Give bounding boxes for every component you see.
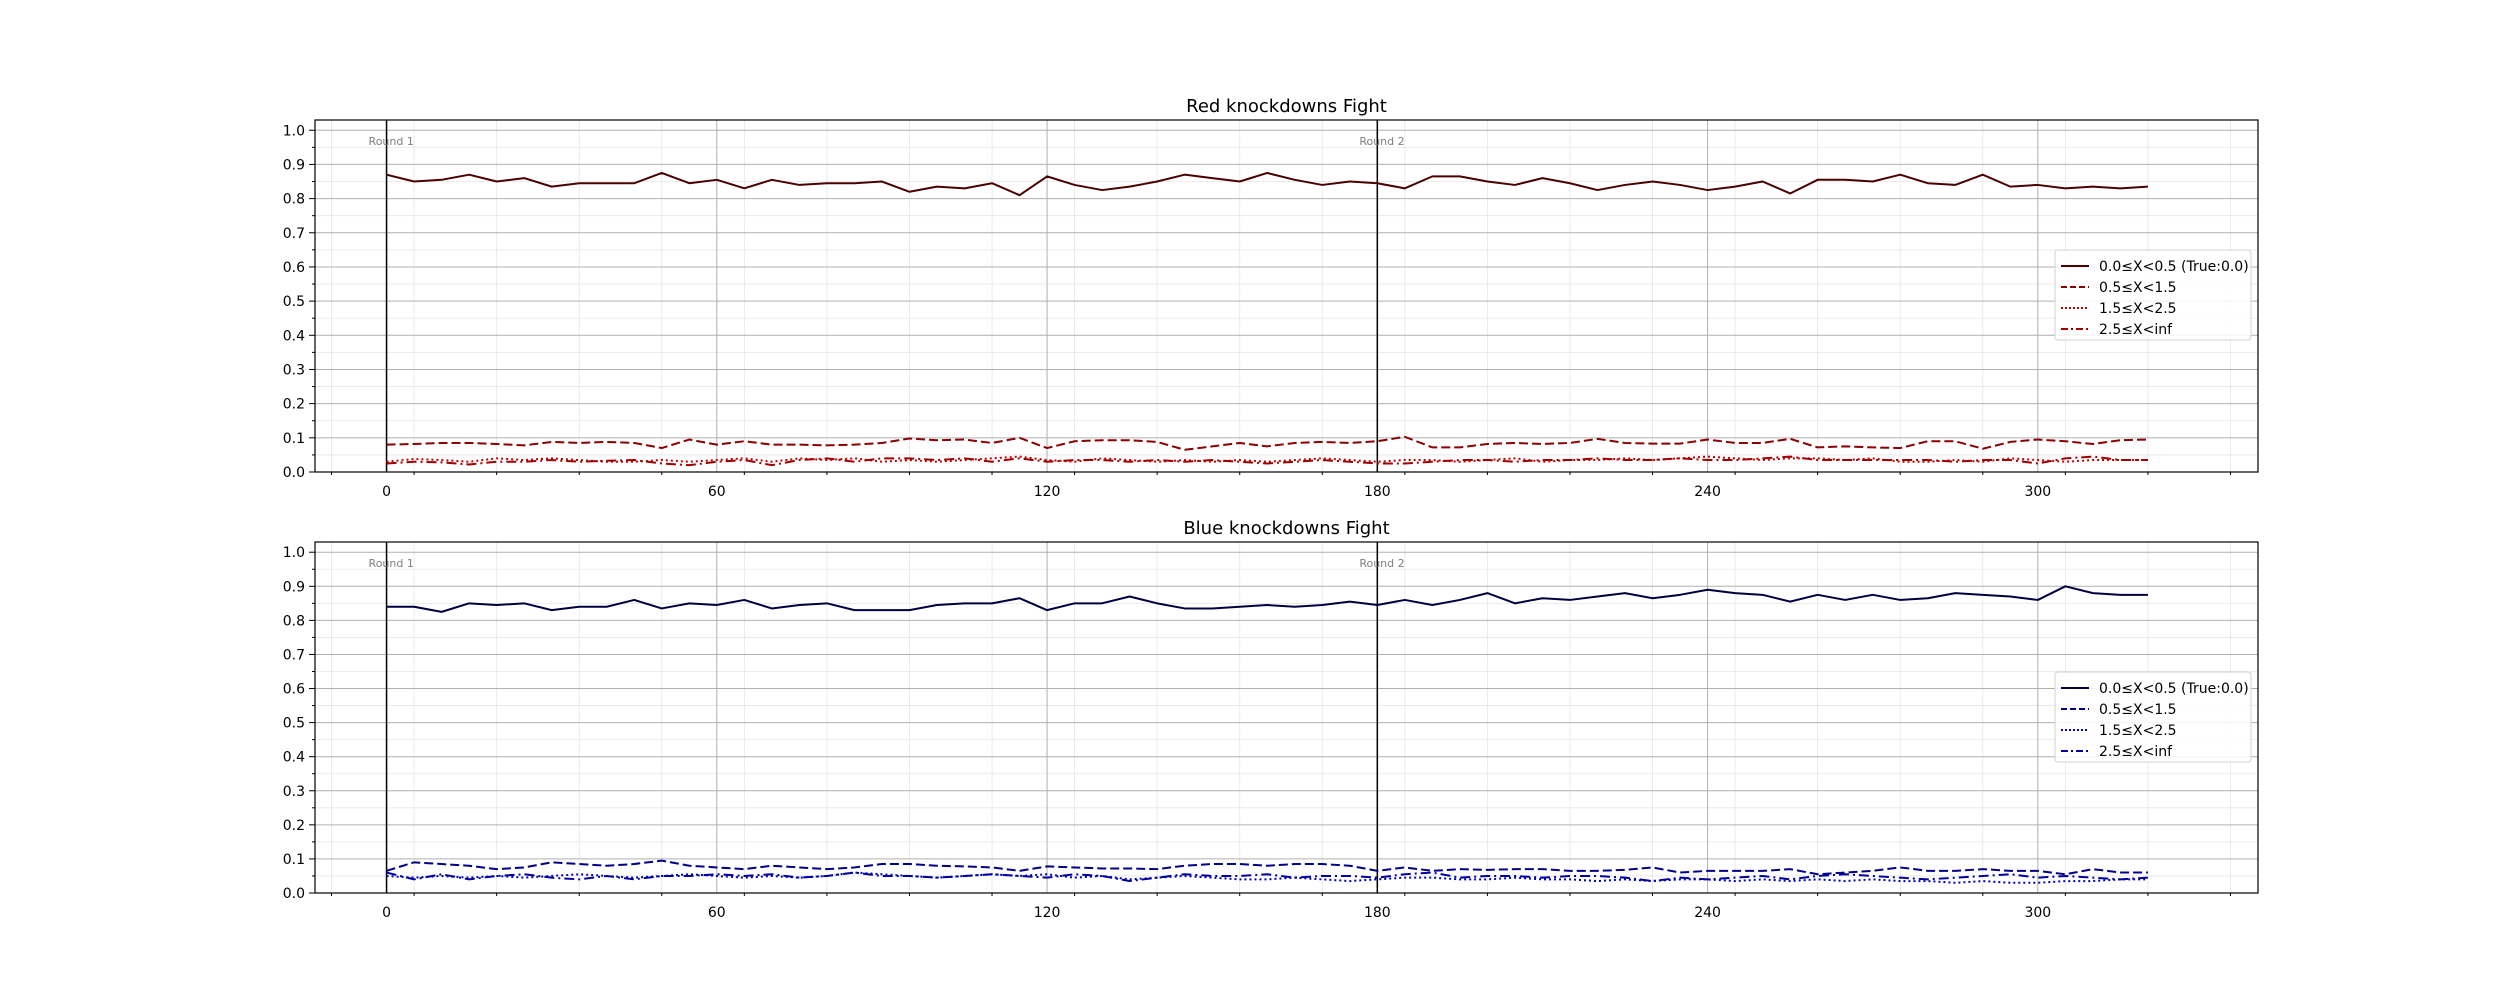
blue-x-tick-label: 60 [708, 905, 726, 921]
blue-x-tick-label: 240 [1694, 905, 1721, 921]
blue-series-line-2 [386, 871, 2148, 884]
red-y-axis: 0.0 0.1 0.2 0.3 0.4 0.5 0.6 0.7 0.8 0.9 1.0 [283, 123, 315, 481]
blue-y-tick-label: 0.3 [283, 784, 305, 800]
blue-x-tick-label: 120 [1034, 905, 1061, 921]
blue-y-tick-label: 1.0 [283, 545, 305, 561]
red-y-tick-label: 0.1 [283, 431, 305, 447]
blue-y-tick-label: 0.5 [283, 716, 305, 732]
red-y-tick-label: 0.9 [283, 157, 305, 173]
red-x-tick-label: 0 [382, 484, 391, 500]
blue-y-tick-label: 0.8 [283, 613, 305, 629]
red-minor-grid [315, 120, 2258, 472]
red-round-label: Round 2 [1359, 135, 1404, 148]
blue-y-tick-label: 0.9 [283, 579, 305, 595]
red-y-tick-label: 0.7 [283, 226, 305, 242]
red-y-tick-label: 0.4 [283, 328, 305, 344]
blue-chart-title: Blue knockdowns Fight [1183, 518, 1389, 539]
red-series-line-3 [386, 455, 2148, 467]
blue-y-axis: 0.0 0.1 0.2 0.3 0.4 0.5 0.6 0.7 0.8 0.9 1.0 [283, 545, 315, 902]
red-legend: 0.0≤X<0.5 (True:0.0) 0.5≤X<1.5 1.5≤X<2.5 2.… [2054, 249, 2252, 341]
blue-series-line-0 [386, 585, 2148, 613]
red-x-tick-label: 120 [1034, 484, 1061, 500]
blue-series-line-3 [386, 871, 2148, 883]
blue-legend-label: 2.5≤X<inf [2099, 744, 2173, 760]
red-x-tick-label: 240 [1694, 484, 1721, 500]
red-legend-label: 0.5≤X<1.5 [2099, 280, 2177, 296]
red-x-tick-label: 300 [2024, 484, 2051, 500]
red-legend-label: 1.5≤X<2.5 [2099, 301, 2177, 317]
red-series-line-2 [386, 455, 2148, 463]
red-y-tick-label: 0.8 [283, 192, 305, 208]
blue-y-tick-label: 0.1 [283, 852, 305, 868]
blue-x-tick-label: 300 [2024, 905, 2051, 921]
red-chart-title: Red knockdowns Fight [1186, 96, 1387, 117]
red-round-label: Round 1 [369, 135, 414, 148]
blue-legend-label: 0.5≤X<1.5 [2099, 702, 2177, 718]
red-x-tick-label: 60 [708, 484, 726, 500]
red-legend-label: 2.5≤X<inf [2099, 322, 2173, 338]
red-y-tick-label: 0.0 [283, 465, 305, 481]
blue-y-tick-label: 0.7 [283, 647, 305, 663]
blue-series-group [386, 585, 2148, 884]
blue-legend-box [2054, 671, 2252, 763]
blue-minor-grid [315, 542, 2258, 893]
blue-legend-label: 1.5≤X<2.5 [2099, 723, 2177, 739]
red-y-tick-label: 0.6 [283, 260, 305, 276]
red-series-line-1 [386, 435, 2148, 451]
blue-round-label: Round 2 [1359, 557, 1404, 570]
blue-y-tick-label: 0.2 [283, 818, 305, 834]
blue-legend: 0.0≤X<0.5 (True:0.0) 0.5≤X<1.5 1.5≤X<2.5 2.… [2054, 671, 2252, 763]
red-legend-box [2054, 249, 2252, 341]
blue-plot-frame [314, 541, 2259, 894]
red-plot-frame [314, 119, 2259, 473]
blue-y-tick-label: 0.0 [283, 886, 305, 902]
blue-x-tick-label: 0 [382, 905, 391, 921]
blue-round-label: Round 1 [369, 557, 414, 570]
blue-series-line-1 [386, 859, 2148, 876]
red-y-tick-label: 0.3 [283, 362, 305, 378]
blue-legend-label: 0.0≤X<0.5 (True:0.0) [2099, 681, 2249, 697]
red-x-axis: 0 60 120 180 240 300 [331, 472, 2231, 500]
red-y-tick-label: 0.2 [283, 397, 305, 413]
red-knockdowns-chart: Round 1 Round 20 60 120 180 240 3000.00.10.20.… [283, 96, 2259, 500]
red-legend-label: 0.0≤X<0.5 (True:0.0) [2099, 259, 2249, 275]
red-y-tick-label: 1.0 [283, 123, 305, 139]
blue-y-tick-label: 0.6 [283, 682, 305, 698]
red-series-line-0 [386, 171, 2148, 197]
red-x-tick-label: 180 [1364, 484, 1391, 500]
blue-knockdowns-chart: Round 1 Round 20 60 120 180 240 3000.00.10.20.… [283, 518, 2259, 921]
blue-x-axis: 0 60 120 180 240 300 [331, 893, 2231, 921]
blue-x-tick-label: 180 [1364, 905, 1391, 921]
red-y-tick-label: 0.5 [283, 294, 305, 310]
red-series-group [386, 171, 2148, 467]
blue-y-tick-label: 0.4 [283, 750, 305, 766]
